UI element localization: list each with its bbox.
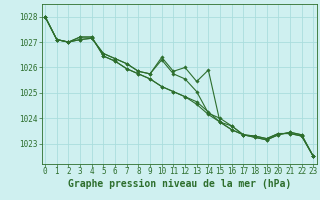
X-axis label: Graphe pression niveau de la mer (hPa): Graphe pression niveau de la mer (hPa) [68, 179, 291, 189]
